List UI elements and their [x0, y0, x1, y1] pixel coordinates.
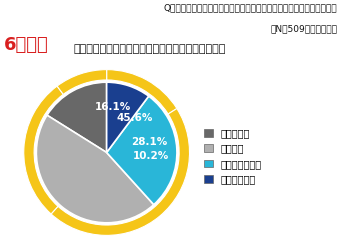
Wedge shape: [24, 86, 63, 214]
Wedge shape: [107, 82, 149, 152]
Legend: とても思う, やや思う, あまり思わない, 全く思わない: とても思う, やや思う, あまり思わない, 全く思わない: [204, 128, 262, 184]
Wedge shape: [36, 115, 154, 223]
Text: Q．電気代高騰により、エアコンの使用自体を控えようと思いますか？: Q．電気代高騰により、エアコンの使用自体を控えようと思いますか？: [163, 3, 337, 12]
Text: 16.1%: 16.1%: [95, 102, 131, 112]
Wedge shape: [51, 108, 190, 236]
Text: 28.1%: 28.1%: [131, 136, 168, 146]
Text: 10.2%: 10.2%: [133, 151, 169, 161]
Wedge shape: [57, 70, 107, 94]
Text: 6割以上: 6割以上: [3, 36, 48, 54]
Wedge shape: [47, 82, 107, 152]
Text: の人がエアコンの使用自体を控えようと思っている: の人がエアコンの使用自体を控えようと思っている: [74, 44, 226, 54]
Wedge shape: [107, 96, 177, 205]
Wedge shape: [107, 70, 177, 114]
Text: （N＝509　単一回答）: （N＝509 単一回答）: [270, 24, 337, 33]
Text: 45.6%: 45.6%: [116, 113, 153, 123]
